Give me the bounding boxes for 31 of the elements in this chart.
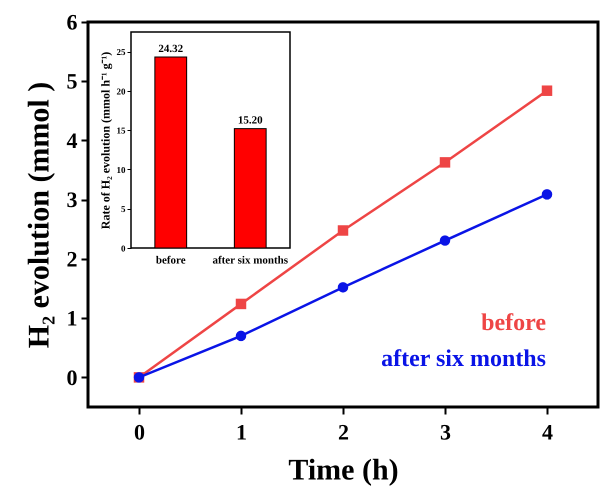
y-tick-label: 25 [116,47,126,58]
y-tick-label: 3 [66,187,78,212]
data-label: 15.20 [238,114,264,127]
y-tick-label: 6 [66,10,78,34]
y-tick-label: 5 [121,204,126,214]
y-tick-label: 5 [66,68,78,94]
x-tick-label: 1 [236,420,247,444]
point [440,157,450,168]
point [542,189,552,200]
y-tick-label: 4 [66,128,78,153]
point [542,85,552,96]
point [236,298,246,310]
x-tick-label: 3 [440,420,451,444]
y-axis-title: H₂ evolution (mmol ) [22,82,56,348]
point [338,225,348,236]
point [236,330,246,342]
text: before [481,310,546,336]
y-tick-label: 10 [116,164,126,175]
y-tick-label: 15 [116,126,126,136]
x-tick-label: 4 [542,420,553,444]
y-tick-label: 0 [66,364,78,390]
point [338,282,348,293]
data-label: 24.32 [158,42,184,55]
y-tick-label: 20 [116,86,126,96]
y-axis-title: Rate of H₂ evolution (mmol h⁻¹ g⁻¹) [98,52,112,230]
x-axis-title: Time (h) [288,454,399,486]
point [440,235,450,246]
text: after six months [381,346,546,372]
y-tick-label: 0 [121,244,126,254]
y-tick-label: 1 [66,306,78,331]
x-tick-label: 2 [338,420,349,444]
